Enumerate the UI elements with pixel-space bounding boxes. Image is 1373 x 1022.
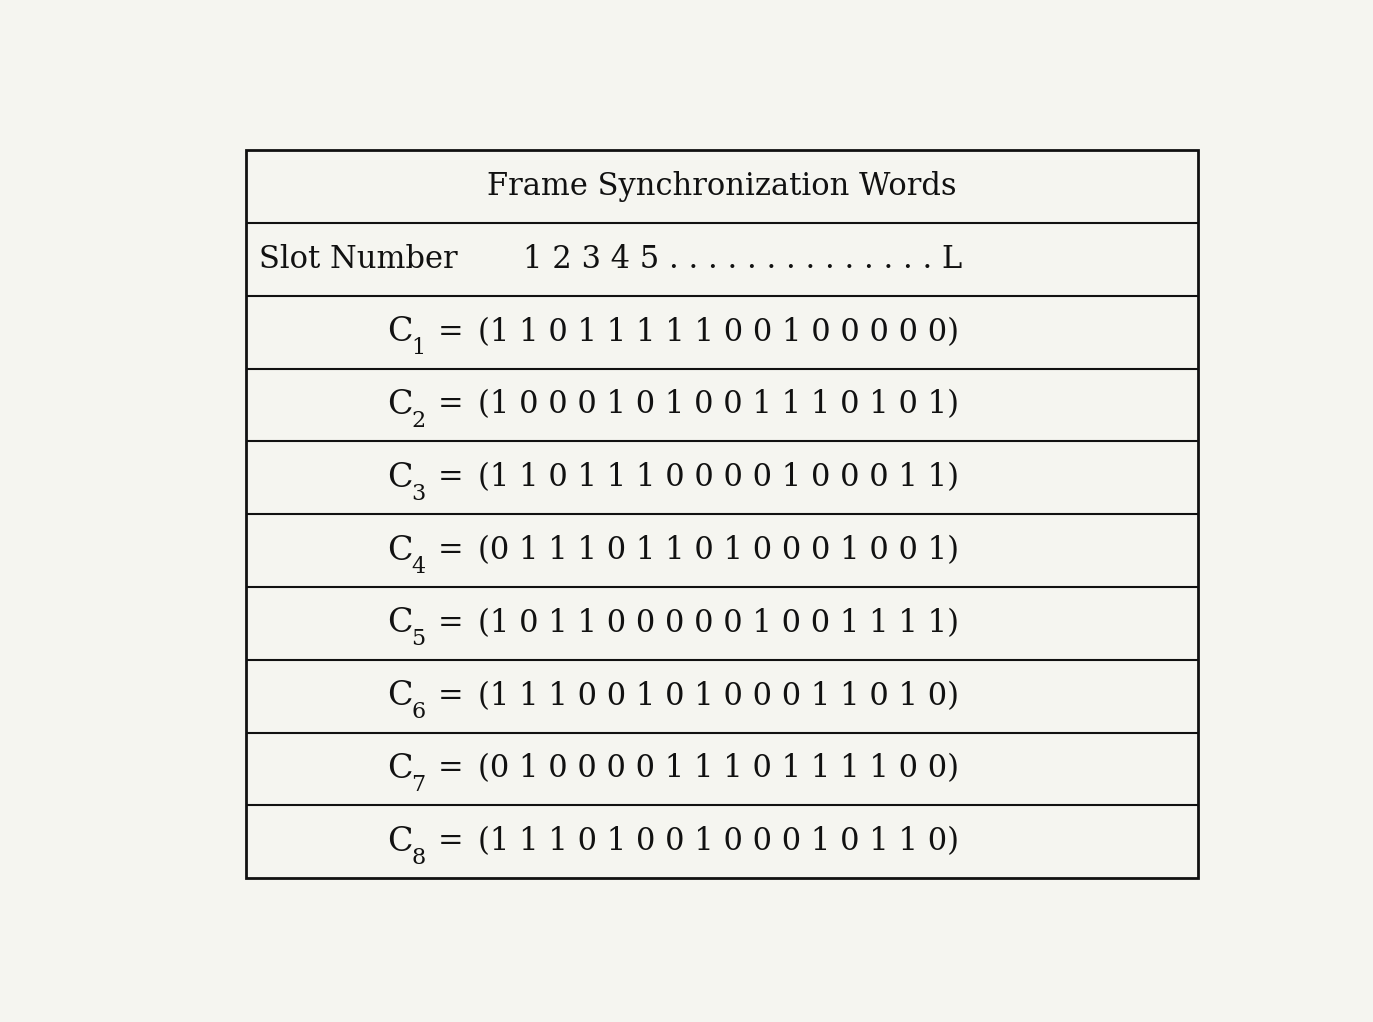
- Text: =: =: [438, 608, 464, 639]
- Text: Slot Number: Slot Number: [259, 244, 457, 275]
- Text: C: C: [387, 680, 413, 712]
- Text: 1 2 3 4 5 . . . . . . . . . . . . . . L: 1 2 3 4 5 . . . . . . . . . . . . . . L: [523, 244, 962, 275]
- Text: C: C: [387, 826, 413, 857]
- Text: =: =: [438, 389, 464, 420]
- Text: =: =: [438, 462, 464, 494]
- Text: (1 0 1 1 0 0 0 0 0 1 0 0 1 1 1 1): (1 0 1 1 0 0 0 0 0 1 0 0 1 1 1 1): [478, 608, 958, 639]
- Text: 7: 7: [412, 774, 426, 796]
- Text: 8: 8: [412, 846, 426, 869]
- Text: C: C: [387, 462, 413, 494]
- Text: (1 1 0 1 1 1 0 0 0 0 1 0 0 0 1 1): (1 1 0 1 1 1 0 0 0 0 1 0 0 0 1 1): [478, 462, 958, 494]
- Text: (1 1 1 0 0 1 0 1 0 0 0 1 1 0 1 0): (1 1 1 0 0 1 0 1 0 0 0 1 1 0 1 0): [478, 681, 958, 711]
- Text: 1: 1: [412, 337, 426, 359]
- Text: =: =: [438, 681, 464, 711]
- Text: =: =: [438, 826, 464, 857]
- Text: C: C: [387, 389, 413, 421]
- Text: 4: 4: [412, 556, 426, 577]
- Text: C: C: [387, 316, 413, 349]
- Text: =: =: [438, 753, 464, 785]
- Text: =: =: [438, 317, 464, 347]
- Text: C: C: [387, 535, 413, 566]
- Text: 5: 5: [412, 629, 426, 650]
- Text: (0 1 1 1 0 1 1 0 1 0 0 0 1 0 0 1): (0 1 1 1 0 1 1 0 1 0 0 0 1 0 0 1): [478, 536, 958, 566]
- Text: (1 1 0 1 1 1 1 1 0 0 1 0 0 0 0 0): (1 1 0 1 1 1 1 1 0 0 1 0 0 0 0 0): [478, 317, 958, 347]
- Text: C: C: [387, 607, 413, 640]
- Text: 2: 2: [412, 410, 426, 432]
- Text: Frame Synchronization Words: Frame Synchronization Words: [487, 171, 957, 202]
- Text: (1 1 1 0 1 0 0 1 0 0 0 1 0 1 1 0): (1 1 1 0 1 0 0 1 0 0 0 1 0 1 1 0): [478, 826, 958, 857]
- Text: C: C: [387, 753, 413, 785]
- Bar: [246, 150, 1199, 878]
- Text: =: =: [438, 536, 464, 566]
- Text: 6: 6: [412, 701, 426, 724]
- Text: (1 0 0 0 1 0 1 0 0 1 1 1 0 1 0 1): (1 0 0 0 1 0 1 0 0 1 1 1 0 1 0 1): [478, 389, 958, 420]
- Text: (0 1 0 0 0 0 1 1 1 0 1 1 1 1 0 0): (0 1 0 0 0 0 1 1 1 0 1 1 1 1 0 0): [478, 753, 958, 785]
- Text: 3: 3: [412, 482, 426, 505]
